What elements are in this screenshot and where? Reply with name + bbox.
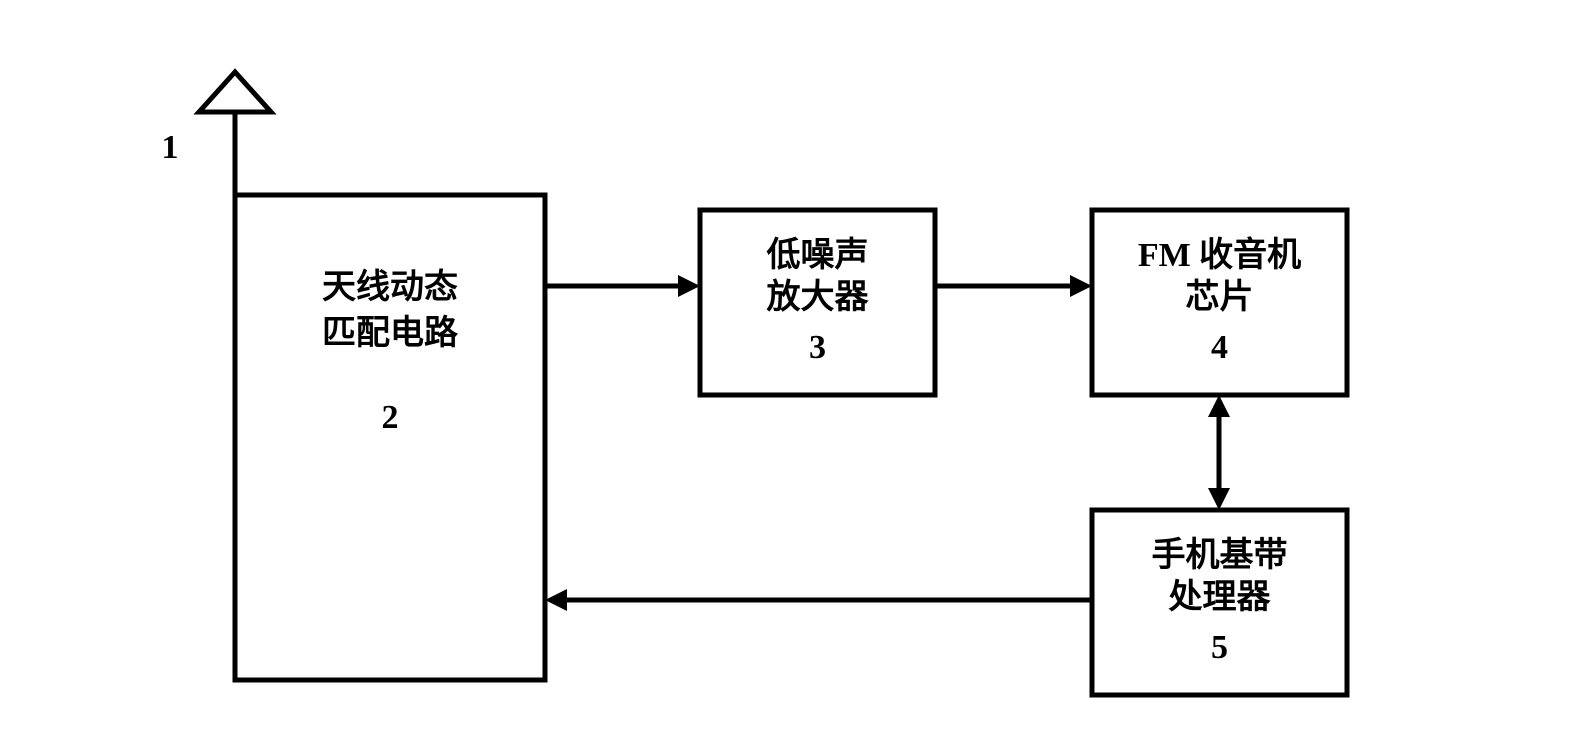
arrow-bb-to-match <box>545 589 1092 611</box>
bb-label-line: 处理器 <box>1168 578 1272 616</box>
lna-number: 3 <box>809 329 826 366</box>
lna-label-line: 低噪声 <box>767 236 869 274</box>
bb-block: 手机基带处理器 5 <box>1092 510 1347 695</box>
bb-number: 5 <box>1211 629 1228 666</box>
arrow-match-to-lna <box>545 275 700 297</box>
fm-block: FM 收音机芯片 4 <box>1092 210 1347 395</box>
match-label-line: 天线动态 <box>322 268 458 306</box>
lna-block: 低噪声放大器 3 <box>700 210 935 395</box>
arrow-fm-bb <box>1208 395 1230 510</box>
lna-label-line: 放大器 <box>767 278 870 316</box>
match-label-line: 匹配电路 <box>322 314 459 352</box>
fm-label-line: 芯片 <box>1186 278 1254 316</box>
antenna-number: 1 <box>162 129 179 166</box>
match-block: 天线动态匹配电路 2 <box>235 195 545 680</box>
fm-number: 4 <box>1211 329 1228 366</box>
bb-label-line: 手机基带 <box>1152 536 1288 574</box>
match-number: 2 <box>382 399 399 436</box>
fm-label-line: FM 收音机 <box>1138 236 1301 274</box>
arrow-lna-to-fm <box>935 275 1092 297</box>
